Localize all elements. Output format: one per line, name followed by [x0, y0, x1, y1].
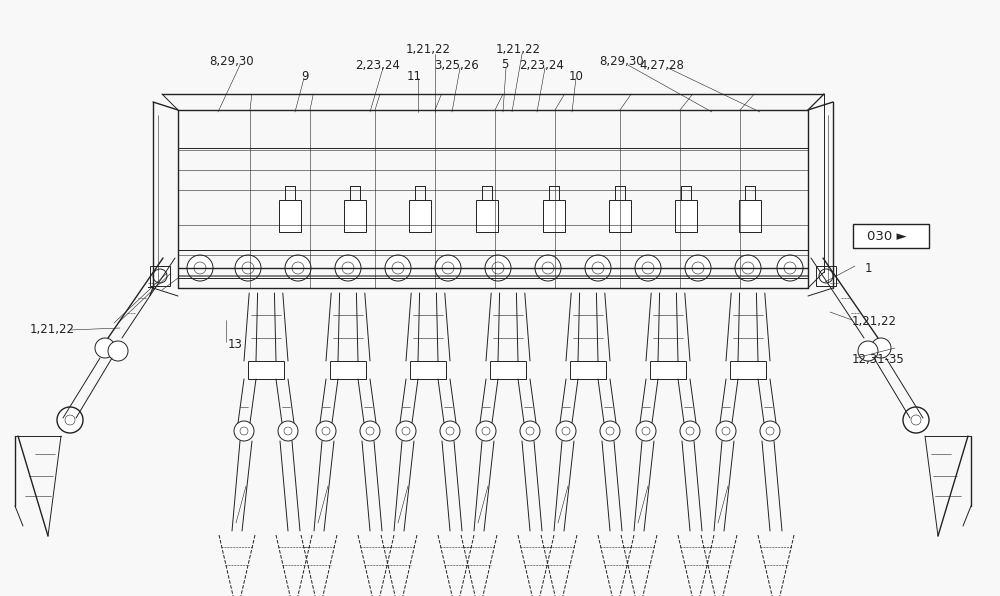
Text: 4,27,28: 4,27,28 — [640, 58, 684, 72]
Circle shape — [335, 255, 361, 281]
Text: 1: 1 — [865, 262, 872, 275]
Text: 8,29,30: 8,29,30 — [600, 55, 644, 69]
Circle shape — [360, 421, 380, 441]
Bar — [816, 266, 836, 286]
Text: 13: 13 — [228, 339, 243, 352]
Bar — [543, 200, 565, 232]
Text: 5: 5 — [501, 58, 509, 72]
Bar — [330, 361, 366, 379]
Text: 1,21,22: 1,21,22 — [496, 44, 540, 57]
Circle shape — [636, 421, 656, 441]
Circle shape — [385, 255, 411, 281]
Circle shape — [871, 338, 891, 358]
Circle shape — [685, 255, 711, 281]
Bar — [570, 361, 606, 379]
Circle shape — [235, 255, 261, 281]
Circle shape — [556, 421, 576, 441]
Circle shape — [760, 421, 780, 441]
Circle shape — [108, 341, 128, 361]
Circle shape — [635, 255, 661, 281]
Bar — [490, 361, 526, 379]
Text: 7: 7 — [148, 285, 155, 299]
Bar — [609, 200, 631, 232]
Circle shape — [520, 421, 540, 441]
Text: 2,23,24: 2,23,24 — [520, 58, 564, 72]
Circle shape — [485, 255, 511, 281]
Text: 3,25,26: 3,25,26 — [435, 58, 479, 72]
Bar — [675, 200, 697, 232]
Circle shape — [476, 421, 496, 441]
Text: 2,23,24: 2,23,24 — [356, 58, 400, 72]
Circle shape — [440, 421, 460, 441]
Circle shape — [777, 255, 803, 281]
Bar — [730, 361, 766, 379]
Text: 11: 11 — [406, 70, 422, 82]
Text: 1,21,22: 1,21,22 — [406, 44, 450, 57]
Circle shape — [234, 421, 254, 441]
Bar — [410, 361, 446, 379]
Circle shape — [858, 341, 878, 361]
Circle shape — [278, 421, 298, 441]
Bar — [409, 200, 431, 232]
Bar — [739, 200, 761, 232]
Circle shape — [187, 255, 213, 281]
Circle shape — [535, 255, 561, 281]
Circle shape — [396, 421, 416, 441]
Text: 10: 10 — [569, 70, 583, 82]
Circle shape — [435, 255, 461, 281]
Bar — [279, 200, 301, 232]
Bar — [650, 361, 686, 379]
Text: 9: 9 — [301, 70, 309, 82]
Bar — [344, 200, 366, 232]
Bar — [248, 361, 284, 379]
Text: 12,31-35: 12,31-35 — [852, 353, 905, 367]
Bar — [853, 224, 929, 248]
Text: 1,21,22: 1,21,22 — [852, 315, 897, 328]
Bar — [150, 266, 170, 286]
Circle shape — [316, 421, 336, 441]
Circle shape — [680, 421, 700, 441]
Text: 8,29,30: 8,29,30 — [210, 55, 254, 69]
Circle shape — [735, 255, 761, 281]
Circle shape — [585, 255, 611, 281]
Text: 030 ►: 030 ► — [867, 229, 907, 243]
Text: 1,21,22: 1,21,22 — [30, 324, 75, 337]
Circle shape — [600, 421, 620, 441]
Circle shape — [903, 407, 929, 433]
Circle shape — [95, 338, 115, 358]
Circle shape — [716, 421, 736, 441]
Bar — [476, 200, 498, 232]
Circle shape — [57, 407, 83, 433]
Circle shape — [285, 255, 311, 281]
